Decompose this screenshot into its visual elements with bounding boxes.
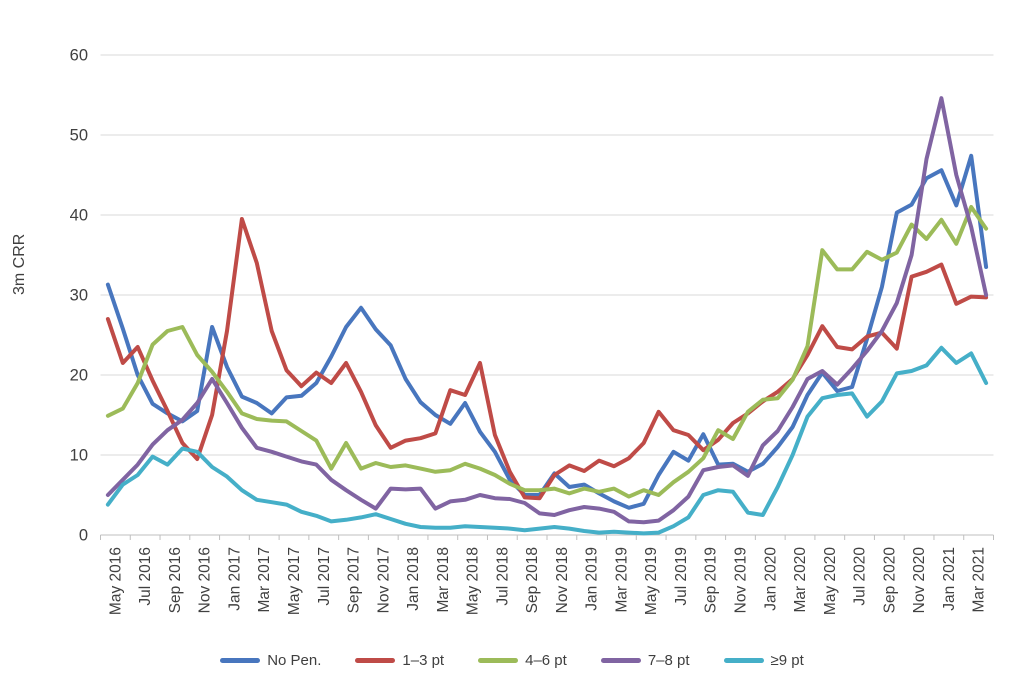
legend-item-4-6-pt: 4–6 pt [478, 652, 567, 669]
x-tick-label-Mar-2018: Mar 2018 [435, 547, 452, 612]
series-line-4-6-pt [105, 205, 989, 499]
x-tick-label-Jan-2020: Jan 2020 [762, 547, 779, 611]
x-tick-label-Jul-2020: Jul 2020 [852, 547, 869, 606]
x-tick-label-Nov-2019: Nov 2019 [732, 547, 749, 613]
x-tick-label-Mar-2019: Mar 2019 [613, 547, 630, 612]
series-line-7-8-pt [105, 96, 989, 525]
x-tick-label-Sep-2020: Sep 2020 [881, 547, 898, 614]
y-tick-label-10: 10 [70, 447, 88, 465]
x-tick-label-Jul-2018: Jul 2018 [494, 547, 511, 606]
x-tick-label-Nov-2016: Nov 2016 [197, 547, 214, 613]
legend-item-no-pen-: No Pen. [220, 652, 321, 669]
y-tick-label-20: 20 [70, 367, 88, 385]
legend-line-marker [478, 658, 519, 663]
y-tick-label-30: 30 [70, 287, 88, 305]
legend-label: 1–3 pt [402, 652, 445, 669]
y-tick-label-50: 50 [70, 127, 88, 145]
series-line-1-3-pt [105, 217, 989, 501]
legend-label: 4–6 pt [525, 652, 567, 669]
legend-line-marker [600, 658, 641, 663]
legend-item-1-3-pt: 1–3 pt [355, 652, 444, 669]
x-tick-label-Jan-2017: Jan 2017 [226, 547, 243, 611]
x-tick-label-Jan-2018: Jan 2018 [405, 547, 422, 611]
legend: No Pen. 1–3 pt 4–6 pt 7–8 pt ≥9 pt [0, 652, 1024, 669]
x-tick-label-Sep-2016: Sep 2016 [167, 547, 184, 613]
legend-item-7-8-pt: 7–8 pt [600, 652, 690, 669]
x-tick-label-Jul-2016: Jul 2016 [137, 547, 154, 606]
x-tick-label-May-2020: May 2020 [822, 547, 839, 615]
legend-line-marker [220, 658, 261, 663]
y-tick-label-60: 60 [70, 47, 88, 65]
series-line--9-pt [105, 345, 989, 536]
legend-label: No Pen. [267, 652, 322, 669]
legend-line-marker [723, 658, 764, 663]
x-tick-label-Jan-2021: Jan 2021 [941, 547, 958, 611]
x-tick-label-Sep-2017: Sep 2017 [346, 547, 363, 613]
x-tick-label-Jan-2019: Jan 2019 [584, 547, 601, 611]
x-tick-label-May-2018: May 2018 [465, 547, 482, 615]
x-tick-label-Nov-2018: Nov 2018 [554, 547, 571, 613]
x-tick-label-Jul-2017: Jul 2017 [316, 547, 333, 606]
x-tick-label-Nov-2020: Nov 2020 [911, 547, 928, 614]
x-tick-label-Sep-2018: Sep 2018 [524, 547, 541, 613]
legend-item--9-pt: ≥9 pt [723, 652, 804, 669]
x-tick-label-May-2017: May 2017 [286, 547, 303, 615]
y-tick-label-40: 40 [70, 207, 88, 225]
x-tick-label-Mar-2017: Mar 2017 [256, 547, 273, 612]
x-tick-label-Mar-2021: Mar 2021 [971, 547, 988, 612]
x-tick-label-May-2019: May 2019 [643, 547, 660, 615]
legend-line-marker [355, 658, 396, 663]
y-tick-label-0: 0 [79, 527, 88, 545]
x-tick-label-May-2016: May 2016 [107, 547, 124, 615]
x-tick-label-Mar-2020: Mar 2020 [792, 547, 809, 613]
x-tick-label-Sep-2019: Sep 2019 [703, 547, 720, 613]
legend-label: ≥9 pt [770, 652, 804, 669]
legend-label: 7–8 pt [647, 652, 690, 669]
x-tick-label-Nov-2017: Nov 2017 [375, 547, 392, 613]
x-tick-label-Jul-2019: Jul 2019 [673, 547, 690, 606]
